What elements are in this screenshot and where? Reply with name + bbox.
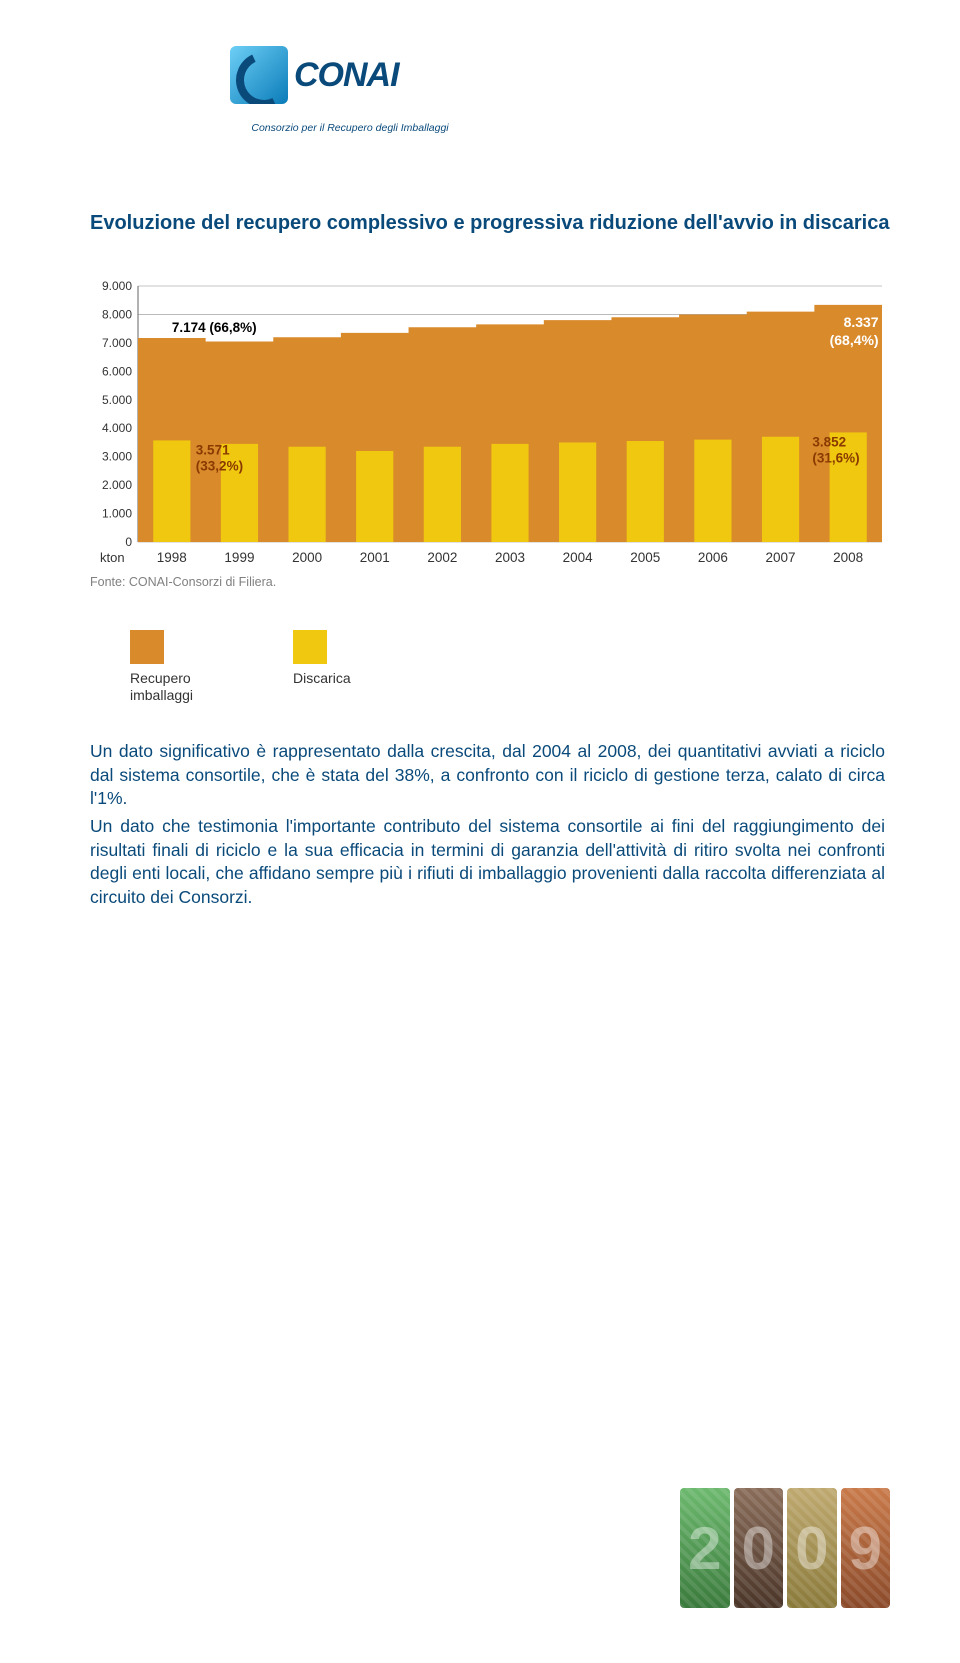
logo-mark: CONAI bbox=[230, 30, 450, 120]
svg-text:(31,6%): (31,6%) bbox=[812, 450, 859, 465]
year-digit-2: 2 bbox=[680, 1488, 730, 1608]
svg-text:2.000: 2.000 bbox=[102, 478, 132, 492]
chart-container: 0 1.000 2.000 3.000 4.000 5.000 6.000 7.000 8.00… bbox=[90, 280, 890, 570]
svg-text:3.852: 3.852 bbox=[812, 434, 846, 449]
svg-text:2001: 2001 bbox=[360, 550, 390, 565]
svg-text:7.000: 7.000 bbox=[102, 336, 132, 350]
svg-text:2004: 2004 bbox=[563, 550, 594, 565]
chart-source: Fonte: CONAI-Consorzi di Filiera. bbox=[90, 575, 276, 589]
svg-text:6.000: 6.000 bbox=[102, 364, 132, 378]
logo-brand-text: CONAI bbox=[294, 56, 399, 95]
svg-text:(33,2%): (33,2%) bbox=[196, 458, 243, 473]
svg-text:4.000: 4.000 bbox=[102, 421, 132, 435]
svg-text:1998: 1998 bbox=[157, 550, 187, 565]
logo-tagline: Consorzio per il Recupero degli Imballag… bbox=[230, 122, 470, 134]
svg-text:2005: 2005 bbox=[630, 550, 660, 565]
body-text: Un dato significativo è rappresentato da… bbox=[90, 740, 885, 913]
svg-text:2008: 2008 bbox=[833, 550, 863, 565]
svg-text:3.000: 3.000 bbox=[102, 450, 132, 464]
legend-label-discarica: Discarica bbox=[293, 670, 351, 687]
svg-text:(68,4%): (68,4%) bbox=[830, 332, 879, 348]
svg-text:8.000: 8.000 bbox=[102, 307, 132, 321]
legend-discarica: Discarica bbox=[293, 630, 351, 687]
svg-text:3.571: 3.571 bbox=[196, 442, 230, 457]
svg-text:0: 0 bbox=[125, 535, 132, 549]
year-digit-9: 9 bbox=[841, 1488, 891, 1608]
year-graphic: 2 0 0 9 bbox=[680, 1488, 890, 1608]
svg-text:2002: 2002 bbox=[427, 550, 457, 565]
svg-text:kton: kton bbox=[100, 550, 125, 565]
section-heading: Evoluzione del recupero complessivo e pr… bbox=[90, 210, 890, 236]
legend-swatch-discarica bbox=[293, 630, 327, 664]
chart-svg: 0 1.000 2.000 3.000 4.000 5.000 6.000 7.000 8.00… bbox=[90, 280, 890, 570]
legend-recupero: Recuperoimballaggi bbox=[130, 630, 193, 704]
year-digit-0b: 0 bbox=[787, 1488, 837, 1608]
svg-text:5.000: 5.000 bbox=[102, 393, 132, 407]
svg-text:2003: 2003 bbox=[495, 550, 525, 565]
svg-text:1.000: 1.000 bbox=[102, 507, 132, 521]
legend-label-recupero: Recuperoimballaggi bbox=[130, 670, 193, 704]
svg-text:2000: 2000 bbox=[292, 550, 322, 565]
svg-text:7.174 (66,8%): 7.174 (66,8%) bbox=[172, 320, 257, 335]
svg-text:2007: 2007 bbox=[766, 550, 796, 565]
logo-swirl-icon bbox=[230, 46, 288, 104]
header-logo: CONAI Consorzio per il Recupero degli Im… bbox=[230, 30, 470, 134]
svg-text:1999: 1999 bbox=[224, 550, 254, 565]
svg-text:9.000: 9.000 bbox=[102, 280, 132, 293]
legend-swatch-recupero bbox=[130, 630, 164, 664]
chart-legend: Recuperoimballaggi Discarica bbox=[130, 630, 351, 704]
svg-text:2006: 2006 bbox=[698, 550, 728, 565]
paragraph-2: Un dato che testimonia l'importante cont… bbox=[90, 815, 885, 910]
year-digit-0a: 0 bbox=[734, 1488, 784, 1608]
svg-text:8.337: 8.337 bbox=[844, 314, 879, 330]
paragraph-1: Un dato significativo è rappresentato da… bbox=[90, 740, 885, 811]
